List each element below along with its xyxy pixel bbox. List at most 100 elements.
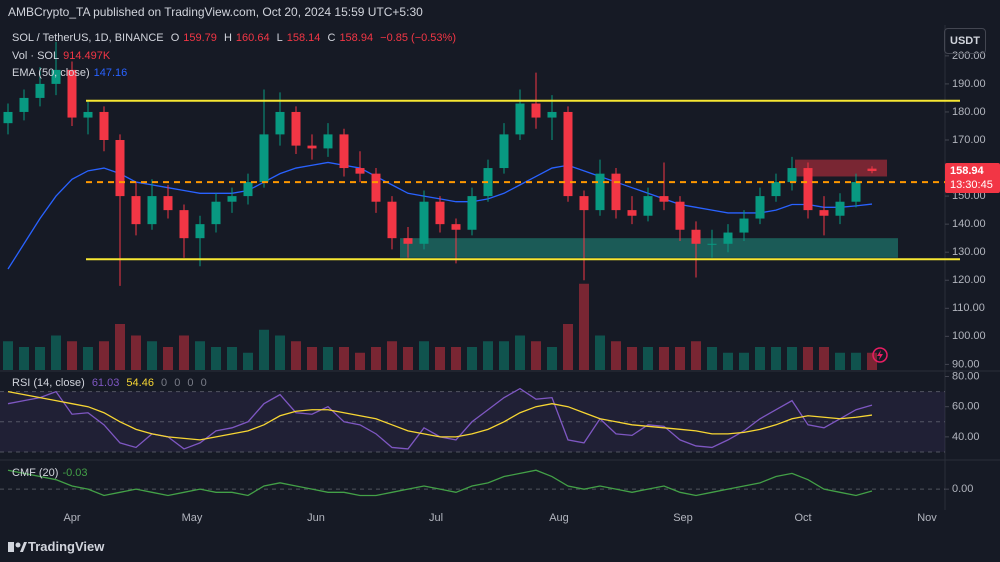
rsi-label: RSI (14, close)	[12, 377, 85, 389]
volume-bar	[595, 335, 605, 370]
candle-body	[723, 232, 733, 244]
volume-bar	[739, 352, 749, 370]
volume-bar	[563, 324, 573, 370]
rsi-value: 61.03	[91, 377, 120, 389]
volume-bar	[803, 347, 813, 370]
volume-bar	[611, 341, 621, 370]
candle-body	[803, 168, 813, 211]
candle-body	[163, 196, 173, 211]
candle-body	[835, 201, 845, 216]
x-tick-label: Aug	[549, 512, 569, 524]
volume-bar	[419, 341, 429, 370]
tradingview-logo	[8, 542, 27, 552]
candle-body	[51, 69, 61, 84]
candle-body	[83, 111, 93, 118]
candle-body	[419, 201, 429, 244]
candle-body	[355, 168, 365, 174]
y-tick-label: 140.00	[952, 218, 986, 230]
volume-bar	[387, 341, 397, 370]
volume-bar	[131, 335, 141, 370]
volume-bar	[115, 324, 125, 370]
alert-icon[interactable]	[872, 347, 888, 363]
candle-body	[35, 83, 45, 98]
y-tick-label: 60.00	[952, 401, 980, 413]
candle-body	[435, 201, 445, 225]
ohlc-value: 158.14	[286, 32, 321, 44]
volume-bar	[867, 352, 877, 370]
candle-body	[563, 111, 573, 197]
currency-button[interactable]: USDT	[944, 28, 986, 54]
volume-bar	[19, 347, 29, 370]
volume-bar	[355, 352, 365, 370]
rsi-line	[7, 390, 873, 441]
y-tick-label: 80.00	[952, 370, 980, 382]
candle-body	[211, 201, 221, 225]
rsi-value: 0	[161, 377, 168, 389]
candle-body	[19, 97, 29, 112]
volume-bar	[179, 335, 189, 370]
ema-value: 147.16	[93, 67, 128, 79]
symbol: SOL / TetherUS, 1D, BINANCE	[12, 32, 164, 44]
y-tick-label: 40.00	[952, 431, 980, 443]
volume-bar	[627, 347, 637, 370]
candle-body	[531, 103, 541, 118]
cmf-legend: CMF (20) -0.03	[12, 467, 92, 479]
cmf-value: -0.03	[62, 467, 88, 479]
cmf-line	[7, 469, 873, 497]
candle-body	[451, 224, 461, 230]
volume-bar	[51, 335, 61, 370]
candle-body	[643, 196, 653, 216]
volume-bar	[451, 347, 461, 370]
candle-body	[755, 196, 765, 219]
x-tick-label: Sep	[673, 512, 693, 524]
ohlc-value: 158.94	[339, 32, 374, 44]
volume-bar	[339, 347, 349, 370]
volume-bar	[243, 352, 253, 370]
candle-body	[195, 224, 205, 239]
rsi-value: 0	[200, 377, 207, 389]
volume-bar	[579, 283, 589, 370]
candle-body	[515, 103, 525, 135]
candle-body	[659, 196, 669, 202]
volume-bar	[483, 341, 493, 370]
x-tick-label: Jul	[429, 512, 443, 524]
price-label: 158.94	[950, 165, 985, 177]
candle-body	[787, 168, 797, 183]
zone	[400, 238, 898, 258]
ema-label: EMA (50, close)	[12, 67, 90, 79]
volume-bar	[403, 347, 413, 370]
candle-body	[115, 140, 125, 197]
y-tick-label: 110.00	[952, 302, 985, 314]
candle-body	[3, 111, 13, 124]
volume-bar	[787, 347, 797, 370]
ema-legend: EMA (50, close) 147.16	[12, 67, 131, 79]
y-tick-label: 90.00	[952, 358, 980, 370]
price-label-box	[945, 163, 1000, 194]
rsi-value: 0	[187, 377, 194, 389]
ohlc-key: L	[276, 32, 283, 44]
candle-body	[579, 196, 589, 211]
candle-body	[739, 218, 749, 233]
volume-bar	[707, 347, 717, 370]
cmf-label: CMF (20)	[12, 467, 59, 479]
candle-body	[275, 111, 285, 135]
candle-body	[147, 196, 157, 225]
volume-bar	[835, 352, 845, 370]
volume-bar	[67, 341, 77, 370]
candle-body	[259, 134, 269, 183]
volume-bar	[163, 347, 173, 370]
countdown: 13:30:45	[950, 179, 993, 191]
volume-bar	[275, 335, 285, 370]
volume-bar	[499, 341, 509, 370]
ohlc-key: O	[170, 32, 180, 44]
volume-bar	[195, 341, 205, 370]
volume-bar	[515, 335, 525, 370]
candle-body	[339, 134, 349, 169]
candle-body	[131, 196, 141, 225]
rsi-value: 0	[174, 377, 181, 389]
candle-body	[403, 238, 413, 244]
candle-body	[387, 201, 397, 239]
volume-bar	[755, 347, 765, 370]
volume-bar	[323, 347, 333, 370]
volume-bar	[531, 341, 541, 370]
